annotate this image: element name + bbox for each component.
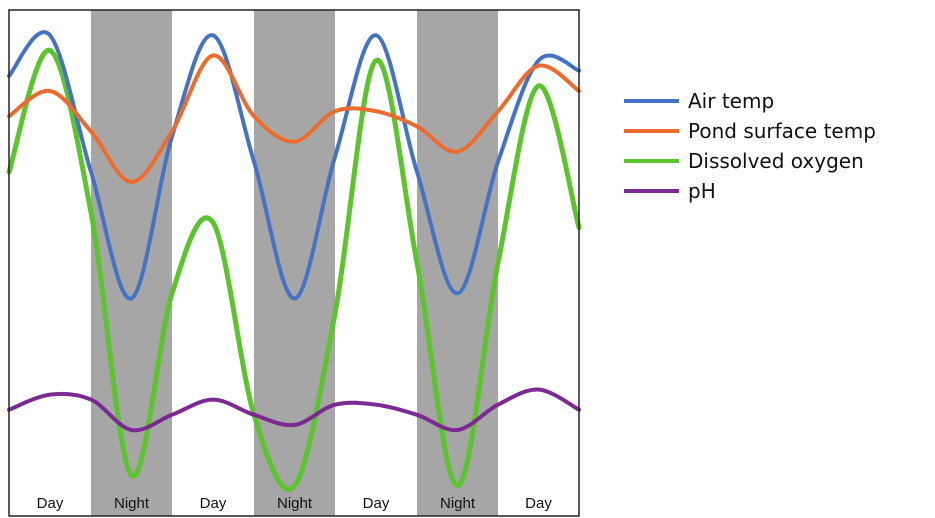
period-label: Day (200, 495, 227, 512)
series-line-dissolved-oxygen (6, 47, 582, 492)
series-line-pond-surface-temp (7, 53, 581, 185)
period-label: Day (363, 495, 390, 512)
plot-frame (8, 9, 580, 517)
legend: Air temp Pond surface temp Dissolved oxyge… (624, 89, 876, 203)
legend-label: Air temp (688, 89, 774, 113)
period-label: Night (277, 495, 313, 512)
period-label: Day (37, 495, 64, 512)
night-band (417, 10, 498, 516)
night-bands (91, 10, 498, 516)
period-label: Night (440, 495, 476, 512)
night-band (91, 10, 172, 516)
data-lines (6, 30, 582, 492)
legend-label: pH (688, 179, 716, 203)
series-line-ph (7, 387, 581, 433)
period-label: Day (525, 495, 552, 512)
period-labels: Day Night Day Night Day Night Day (37, 495, 553, 512)
series-line-air-temp (7, 30, 581, 301)
night-band (254, 10, 335, 516)
legend-label: Pond surface temp (688, 119, 876, 143)
legend-label: Dissolved oxygen (688, 149, 864, 173)
period-label: Night (114, 495, 150, 512)
